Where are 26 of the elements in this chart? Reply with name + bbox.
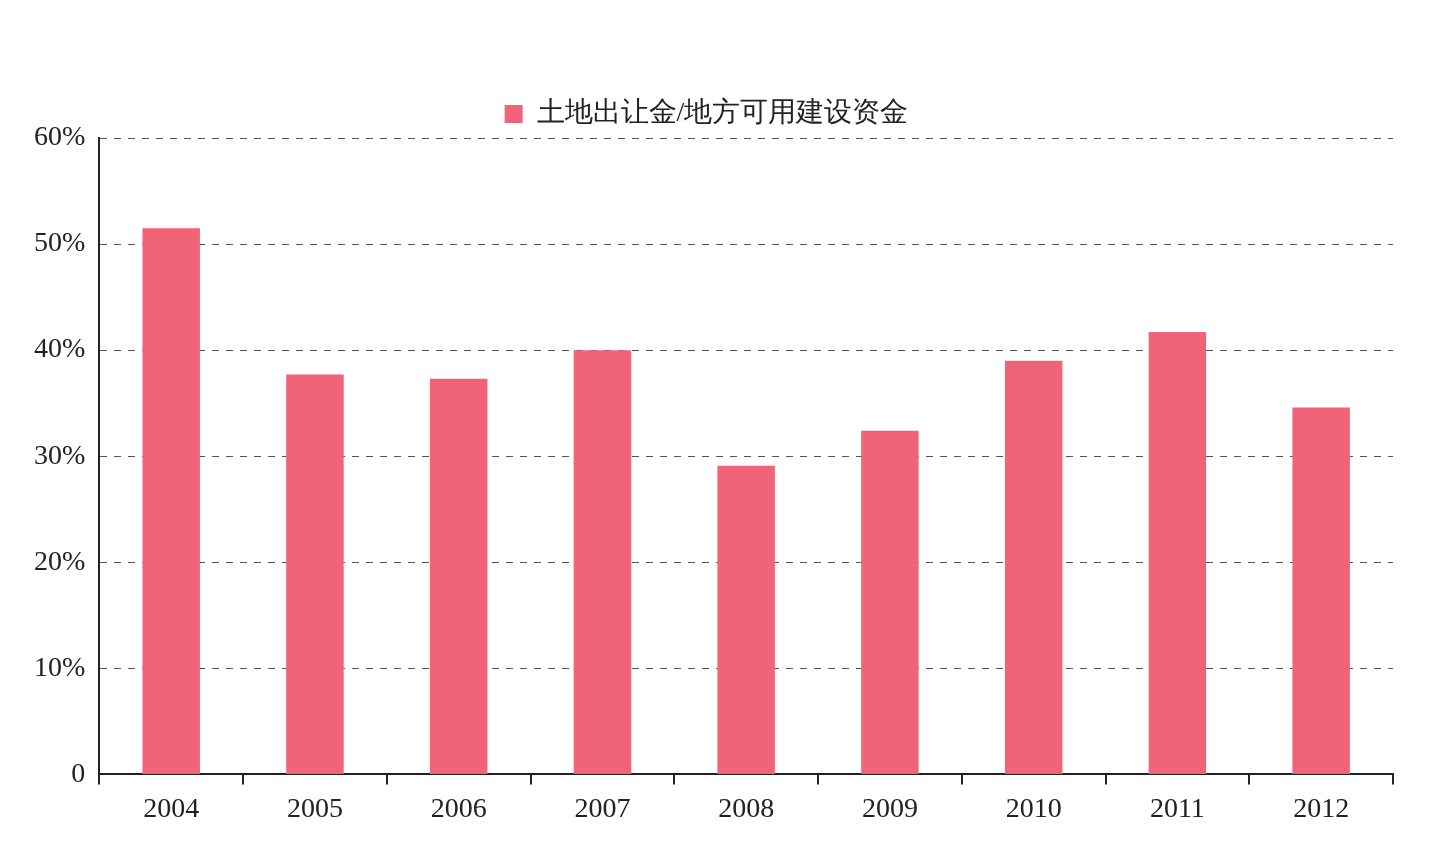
x-tick-label: 2004 bbox=[143, 791, 200, 823]
bar bbox=[142, 228, 200, 774]
x-tick-label: 2011 bbox=[1149, 791, 1205, 823]
y-tick-label: 60% bbox=[34, 120, 86, 152]
x-tick-label: 2008 bbox=[718, 791, 775, 823]
x-tick-label: 2012 bbox=[1293, 791, 1350, 823]
y-tick-label: 40% bbox=[34, 332, 86, 364]
bar bbox=[717, 465, 775, 774]
bar bbox=[429, 378, 488, 774]
y-tick-label: 30% bbox=[34, 438, 86, 470]
x-tick-label: 2006 bbox=[430, 791, 487, 823]
bar bbox=[861, 430, 919, 774]
bar bbox=[1004, 360, 1063, 774]
x-tick-label: 2009 bbox=[861, 791, 918, 823]
x-tick-label: 2010 bbox=[1005, 791, 1062, 823]
y-tick-label: 20% bbox=[34, 544, 86, 576]
x-tick-label: 2007 bbox=[574, 791, 631, 823]
y-tick-label: 10% bbox=[34, 650, 86, 682]
bar bbox=[573, 350, 632, 774]
bar bbox=[1292, 407, 1350, 774]
bar bbox=[286, 374, 344, 774]
legend-label: 土地出让金/地方可用建设资金 bbox=[536, 96, 909, 128]
bar bbox=[1148, 332, 1207, 774]
y-tick-label: 0 bbox=[71, 756, 86, 788]
x-tick-label: 2005 bbox=[286, 791, 343, 823]
y-tick-label: 50% bbox=[34, 226, 86, 258]
